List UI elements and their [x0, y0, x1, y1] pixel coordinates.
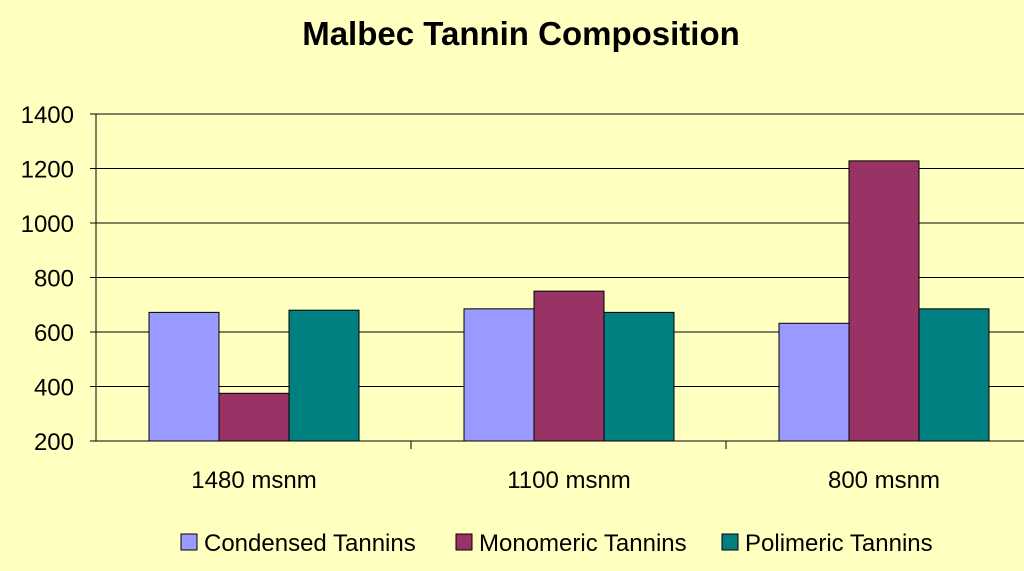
y-tick-label: 400 — [34, 375, 74, 402]
y-tick-label: 1400 — [21, 102, 74, 129]
bar-monomeric-tannins — [533, 290, 605, 442]
bar-polimeric-tannins — [288, 309, 360, 442]
bar-condensed-tannins — [778, 322, 850, 442]
y-tick-label: 600 — [34, 320, 74, 347]
y-tick-label: 1000 — [21, 211, 74, 238]
legend-swatch — [455, 533, 473, 551]
legend-label: Polimeric Tannins — [745, 530, 933, 557]
axes: 200 400 600 800 1000 1200 1400 1480 msnm 1100 ms… — [21, 102, 1024, 494]
legend-swatch — [180, 533, 198, 551]
legend-label: Condensed Tannins — [204, 530, 416, 557]
legend-swatch — [721, 533, 739, 551]
x-tick-label: 1100 msnm — [507, 467, 631, 494]
bars — [148, 160, 990, 442]
legend-label: Monomeric Tannins — [479, 530, 687, 557]
bar-polimeric-tannins — [603, 311, 675, 442]
bar-condensed-tannins — [148, 311, 220, 442]
bar-monomeric-tannins — [848, 160, 920, 442]
chart-title: Malbec Tannin Composition — [302, 15, 740, 52]
x-tick-label: 800 msnm — [828, 467, 940, 494]
y-tick-label: 1200 — [21, 157, 74, 184]
y-tick-label: 800 — [34, 266, 74, 293]
bar-condensed-tannins — [463, 308, 535, 442]
bar-polimeric-tannins — [918, 308, 990, 442]
x-tick-label: 1480 msnm — [191, 467, 316, 494]
legend: Condensed Tannins Monomeric Tannins Polime… — [180, 530, 933, 557]
bar-monomeric-tannins — [218, 392, 290, 442]
y-tick-label: 200 — [34, 429, 74, 456]
